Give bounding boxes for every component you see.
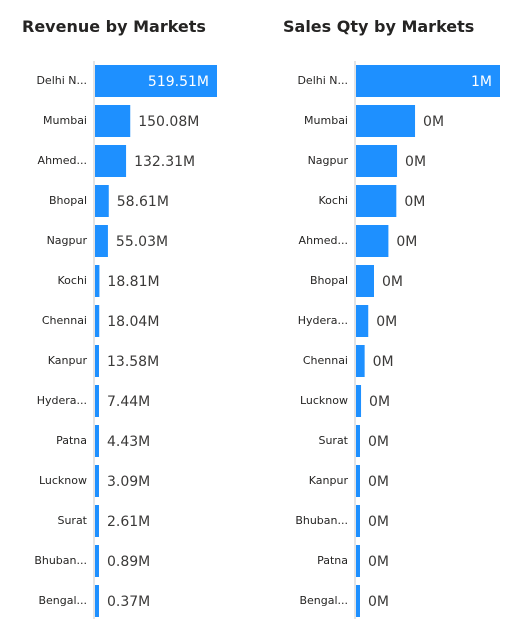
revenue-bar[interactable] (95, 465, 99, 497)
revenue-bar[interactable] (95, 585, 99, 617)
revenue-data-label: 18.81M (107, 274, 159, 290)
revenue-category-label: Bhopal (49, 194, 87, 207)
sales-qty-category-label: Mumbai (304, 114, 348, 127)
revenue-data-label: 150.08M (138, 114, 199, 130)
sales-qty-bar[interactable] (356, 265, 374, 297)
revenue-data-label: 3.09M (107, 474, 150, 490)
sales-qty-category-label: Kochi (319, 194, 348, 207)
sales-qty-data-label: 0M (376, 314, 397, 330)
revenue-bar[interactable] (95, 185, 109, 217)
revenue-category-label: Lucknow (39, 474, 87, 487)
revenue-bar[interactable] (95, 425, 99, 457)
sales-qty-data-label: 0M (373, 354, 394, 370)
revenue-data-label: 519.51M (148, 74, 209, 90)
revenue-bar[interactable] (95, 545, 99, 577)
sales-qty-category-label: Bhopal (310, 274, 348, 287)
sales-qty-category-label: Delhi N... (297, 74, 348, 87)
revenue-category-label: Nagpur (47, 234, 88, 247)
revenue-category-label: Surat (57, 514, 87, 527)
revenue-chart-panel: Revenue by Markets Delhi N... 519.51M Mumb… (22, 17, 217, 619)
sales-qty-category-label: Bengal... (299, 594, 348, 607)
revenue-chart: Delhi N... 519.51M Mumbai 150.08M Ahmed... 13… (34, 61, 217, 619)
revenue-category-label: Kanpur (48, 354, 88, 367)
sales-qty-data-label: 0M (369, 394, 390, 410)
sales-qty-data-label: 0M (368, 514, 389, 530)
sales-qty-data-label: 0M (382, 274, 403, 290)
revenue-data-label: 132.31M (134, 154, 195, 170)
revenue-bar[interactable] (95, 505, 99, 537)
sales-qty-bar[interactable] (356, 425, 360, 457)
sales-qty-category-label: Chennai (303, 354, 348, 367)
sales-qty-bar[interactable] (356, 585, 360, 617)
revenue-bar[interactable] (95, 345, 99, 377)
revenue-category-label: Mumbai (43, 114, 87, 127)
revenue-bar[interactable] (95, 305, 100, 337)
revenue-data-label: 13.58M (107, 354, 159, 370)
revenue-category-label: Hydera... (37, 394, 87, 407)
sales-qty-category-label: Nagpur (308, 154, 349, 167)
sales-qty-category-label: Patna (317, 554, 348, 567)
sales-qty-data-label: 0M (368, 554, 389, 570)
sales-qty-bar[interactable] (356, 185, 397, 217)
revenue-data-label: 55.03M (116, 234, 168, 250)
revenue-category-label: Patna (56, 434, 87, 447)
sales-qty-data-label: 0M (423, 114, 444, 130)
sales-qty-data-label: 0M (368, 594, 389, 610)
revenue-bar[interactable] (95, 265, 100, 297)
sales-qty-bar[interactable] (356, 65, 500, 97)
sales-qty-chart-title: Sales Qty by Markets (283, 17, 475, 36)
sales-qty-bar[interactable] (356, 145, 398, 177)
sales-qty-bar[interactable] (356, 225, 389, 257)
sales-qty-bar[interactable] (356, 505, 360, 537)
sales-qty-bar[interactable] (356, 385, 362, 417)
sales-qty-bar[interactable] (356, 305, 369, 337)
revenue-bar[interactable] (95, 65, 217, 97)
sales-qty-category-label: Kanpur (309, 474, 349, 487)
revenue-bar[interactable] (95, 385, 99, 417)
revenue-bar[interactable] (95, 145, 127, 177)
revenue-category-label: Kochi (58, 274, 87, 287)
revenue-category-label: Delhi N... (36, 74, 87, 87)
revenue-data-label: 0.89M (107, 554, 150, 570)
sales-qty-data-label: 0M (368, 474, 389, 490)
sales-qty-bar[interactable] (356, 105, 416, 137)
sales-qty-data-label: 0M (396, 234, 417, 250)
sales-qty-data-label: 1M (471, 74, 492, 90)
revenue-category-label: Bhuban... (34, 554, 87, 567)
sales-qty-category-label: Hydera... (298, 314, 348, 327)
revenue-chart-title: Revenue by Markets (22, 17, 206, 36)
sales-qty-category-label: Ahmed... (299, 234, 348, 247)
sales-qty-chart: Delhi N... 1M Mumbai 0M Nagpur 0M Kochi 0M Ahmed… (295, 61, 500, 619)
sales-qty-bar[interactable] (356, 345, 365, 377)
sales-qty-category-label: Bhuban... (295, 514, 348, 527)
revenue-data-label: 18.04M (107, 314, 159, 330)
revenue-category-label: Ahmed... (38, 154, 87, 167)
revenue-data-label: 2.61M (107, 514, 150, 530)
sales-qty-chart-panel: Sales Qty by Markets Delhi N... 1M Mumbai 0… (262, 0, 523, 638)
revenue-data-label: 4.43M (107, 434, 150, 450)
revenue-category-label: Bengal... (38, 594, 87, 607)
revenue-category-label: Chennai (42, 314, 87, 327)
revenue-data-label: 7.44M (107, 394, 150, 410)
sales-qty-data-label: 0M (368, 434, 389, 450)
revenue-data-label: 58.61M (117, 194, 169, 210)
revenue-data-label: 0.37M (107, 594, 150, 610)
revenue-bar[interactable] (95, 105, 131, 137)
sales-qty-bar[interactable] (356, 465, 360, 497)
sales-qty-data-label: 0M (404, 194, 425, 210)
sales-qty-category-label: Lucknow (300, 394, 348, 407)
sales-qty-data-label: 0M (405, 154, 426, 170)
revenue-bar[interactable] (95, 225, 108, 257)
sales-qty-category-label: Surat (318, 434, 348, 447)
sales-qty-bar[interactable] (356, 545, 360, 577)
